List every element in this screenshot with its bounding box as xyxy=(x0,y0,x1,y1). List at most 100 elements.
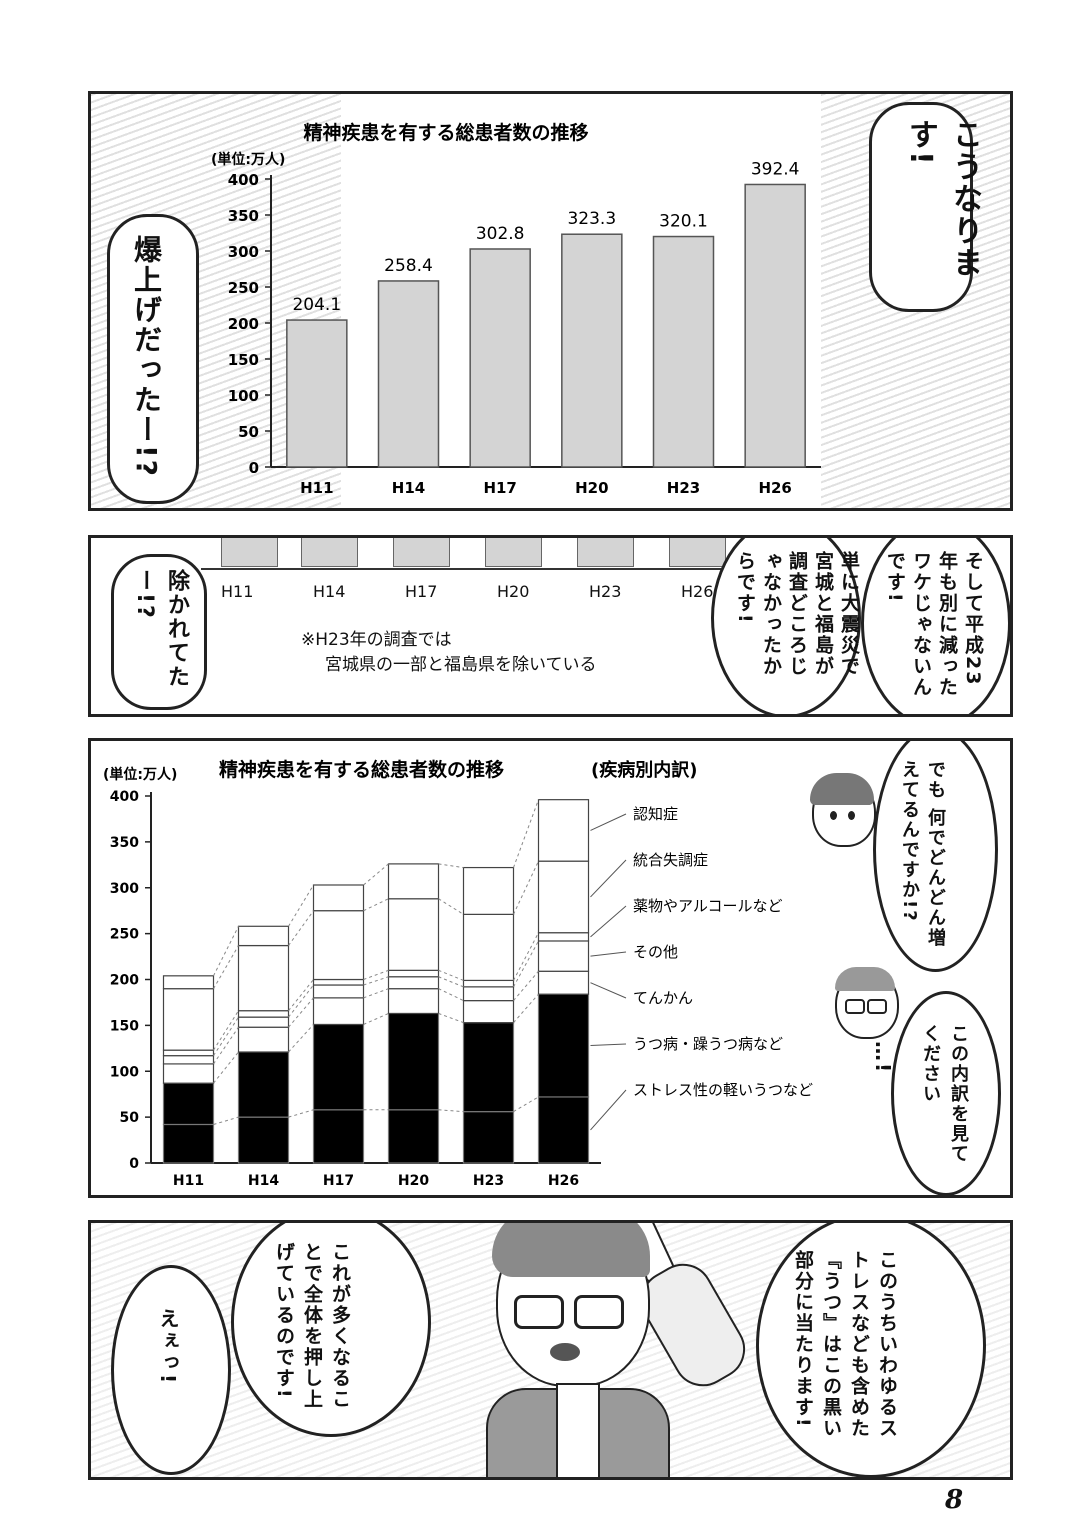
legend-leader-line xyxy=(590,982,627,999)
speech-bubble: この内訳を見てください xyxy=(891,991,1001,1195)
connector-line xyxy=(438,1109,464,1113)
x-tick-label: H14 xyxy=(392,479,425,497)
y-tick-label: 250 xyxy=(110,927,139,943)
legend-label: その他 xyxy=(633,943,678,961)
bar-segment xyxy=(237,1051,290,1118)
speech-text: この内訳を見てください xyxy=(920,1024,969,1164)
x-tick-label: H23 xyxy=(589,582,622,601)
legend-leader-line xyxy=(590,1089,627,1131)
x-axis: H11 H14 H17 H20 H23 H26 xyxy=(300,479,792,497)
character-girl-face xyxy=(806,771,878,851)
connector-line xyxy=(363,988,389,999)
chart-title: 精神疾患を有する総患者数の推移 xyxy=(219,758,504,781)
y-tick-label: 250 xyxy=(228,279,259,297)
legend-leader-line xyxy=(590,905,627,938)
value-labels: 204.1 258.4 302.8 323.3 320.1 392.4 xyxy=(292,159,799,315)
bar-segment xyxy=(387,898,440,971)
x-axis-labels: H11 H14 H17 H20 H23 H26 xyxy=(221,582,741,606)
panel-1: 爆上げだったー!? こうなります! 精神疾患を有する総患者数の推移 (単位:万人… xyxy=(88,91,1013,511)
connector-line xyxy=(513,940,539,988)
bar-segment xyxy=(387,976,440,990)
x-tick-label: H17 xyxy=(483,479,516,497)
y-tick-label: 300 xyxy=(110,881,139,897)
connector-line xyxy=(438,976,464,988)
x-tick-label: H26 xyxy=(548,1173,579,1189)
speech-text: そして平成23年も別に減ったワケじゃないんです! xyxy=(884,551,984,698)
note-line-1: ※H23年の調査では xyxy=(301,630,452,650)
bar-segment xyxy=(387,1012,440,1111)
connector-line xyxy=(438,898,464,915)
note-line-2: 宮城県の一部と福島県を除いている xyxy=(325,655,597,675)
legend-label: 認知症 xyxy=(633,805,678,823)
bar xyxy=(744,183,806,468)
legend-label: てんかん xyxy=(633,989,693,1007)
connector-line xyxy=(288,1109,314,1118)
speech-bubble: このうちいわゆるストレスなども含めた『うつ』はこの黒い部分に当たります! xyxy=(756,1223,986,1477)
bar-segment xyxy=(162,1063,215,1084)
bar-segment xyxy=(237,925,290,947)
data-label: 320.1 xyxy=(659,212,708,232)
stacked-bars xyxy=(162,799,590,1164)
bar-segment xyxy=(537,860,590,934)
y-tick-label: 0 xyxy=(129,1156,139,1172)
bar xyxy=(561,233,623,468)
character-man-pointing xyxy=(486,1223,757,1477)
y-tick-label: 200 xyxy=(110,973,139,989)
connector-line xyxy=(363,898,389,912)
connector-line xyxy=(363,863,389,886)
x-tick-label: H11 xyxy=(300,479,333,497)
y-tick-label: 400 xyxy=(228,171,259,189)
speech-bubble: そして平成23年も別に減ったワケじゃないんです! xyxy=(861,538,1010,714)
bar-segment xyxy=(462,913,515,982)
y-tick-label: 400 xyxy=(110,789,139,805)
bar-segment xyxy=(387,988,440,1015)
bar-segment xyxy=(537,970,590,995)
speech-bubble: えぇっ! xyxy=(111,1265,231,1475)
x-tick-label: H17 xyxy=(323,1173,354,1189)
bar xyxy=(286,319,348,468)
x-tick-label: H11 xyxy=(221,582,254,601)
bar-segment xyxy=(462,986,515,1002)
legend-leader-line xyxy=(590,813,627,831)
bar-segment xyxy=(237,1026,290,1053)
connector-line xyxy=(363,976,389,986)
x-tick-label: H14 xyxy=(313,582,346,601)
y-tick-label: 50 xyxy=(120,1110,140,1126)
character-man-face xyxy=(829,963,901,1043)
bar-segment xyxy=(237,1016,290,1028)
data-label: 258.4 xyxy=(384,256,433,276)
bar-segment xyxy=(162,988,215,1051)
speech-bubble-burst: 爆上げだったー!? xyxy=(107,214,199,504)
legend-label: 薬物やアルコールなど xyxy=(633,897,783,915)
speech-text: えぇっ! xyxy=(156,1308,180,1386)
speech-text: これが多くなることで全体を押し上げているのです! xyxy=(273,1242,351,1410)
speech-text: でも 何でどんどん増えてるんですか!? xyxy=(899,760,946,949)
bar-segment xyxy=(312,1023,365,1111)
connector-line xyxy=(513,932,539,981)
connector-line xyxy=(213,1016,239,1056)
connector-line xyxy=(213,945,239,989)
y-tick-label: 350 xyxy=(228,207,259,225)
bar-segment xyxy=(462,979,515,988)
chart-breakdown: (単位:万人) 精神疾患を有する総患者数の推移 (疾病別内訳) 0 50 100 15… xyxy=(103,758,813,1189)
connector-line xyxy=(363,969,389,980)
bar-segment xyxy=(312,978,365,986)
bar-segment xyxy=(162,1082,215,1126)
chart-remnant xyxy=(201,538,726,570)
y-axis: 0 50 100 150 200 250 300 350 400 xyxy=(228,171,821,477)
x-tick-label: H26 xyxy=(681,582,714,601)
bar-segment xyxy=(162,1123,215,1164)
bar-segment xyxy=(387,1109,440,1164)
bar-segment xyxy=(537,799,590,862)
speech-text: 除かれてたー!? xyxy=(132,569,189,689)
bar-segment xyxy=(537,993,590,1098)
y-axis: 0 50 100 150 200 250 300 350 400 xyxy=(110,789,601,1172)
connector-line xyxy=(513,860,539,915)
y-tick-label: 0 xyxy=(249,459,259,477)
connector-line xyxy=(213,1010,239,1051)
y-tick-label: 200 xyxy=(228,315,259,333)
bar-segment xyxy=(537,1096,590,1164)
y-tick-label: 150 xyxy=(110,1018,139,1034)
connector-line xyxy=(438,1012,464,1024)
speech-bubble-burst: こうなります! xyxy=(869,102,982,312)
